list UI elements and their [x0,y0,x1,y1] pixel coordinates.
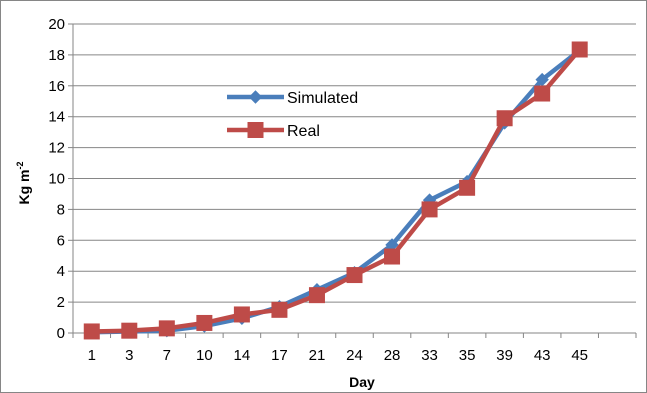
point-real [233,306,250,323]
x-tick-label: 43 [534,347,551,364]
y-tick-label: 4 [57,263,65,280]
x-tick-label: 17 [271,347,288,364]
x-tick-label: 45 [571,347,588,364]
y-tick-label: 6 [57,232,65,249]
x-tick-label: 21 [309,347,326,364]
point-real [384,248,401,265]
y-tick-label: 10 [48,171,65,188]
x-tick-label: 24 [346,347,363,364]
x-tick-label: 3 [125,347,133,364]
series-simulated [85,43,587,339]
point-real [459,179,476,196]
y-tick-label: 14 [48,109,65,126]
x-tick-label: 7 [163,347,171,364]
legend: Simulated Real [227,90,358,140]
x-axis-title: Day [349,374,375,390]
legend-marker [247,122,264,138]
y-axis-tick-labels: 0 2 4 6 8 10 12 14 16 18 20 [48,16,65,342]
y-tick-label: 16 [48,78,65,95]
y-tick-label: 12 [48,140,65,157]
y-axis-title: Kg m-2 [15,161,32,204]
y-tick-label: 18 [48,47,65,64]
legend-label-real: Real [287,123,320,140]
x-tick-label: 33 [421,347,438,364]
series-layer [83,41,588,340]
x-tick-label: 39 [496,347,513,364]
point-real [121,322,138,339]
point-real [271,301,288,318]
legend-label-simulated: Simulated [287,90,358,107]
legend-marker [248,90,263,104]
point-real [421,201,438,218]
point-real [83,323,100,340]
series-real [83,41,588,340]
x-tick-label: 1 [88,347,96,364]
point-real [571,41,588,58]
x-tick-label: 35 [459,347,476,364]
y-tick-label: 2 [57,294,65,311]
y-tick-label: 8 [57,201,65,218]
point-real [158,320,175,337]
y-tick-label: 0 [57,325,65,342]
point-real [534,85,551,102]
x-axis-tick-labels: 1 3 7 10 14 17 21 24 28 33 35 39 43 45 [88,347,588,364]
y-tick-label: 20 [48,16,65,33]
x-tick-label: 28 [384,347,401,364]
x-tick-label: 10 [196,347,213,364]
x-tick-label: 14 [234,347,251,364]
point-real [496,110,513,127]
legend-item-real: Real [227,122,320,140]
point-real [308,287,325,304]
point-real [346,267,363,284]
point-real [196,314,213,331]
legend-item-simulated: Simulated [227,90,358,107]
